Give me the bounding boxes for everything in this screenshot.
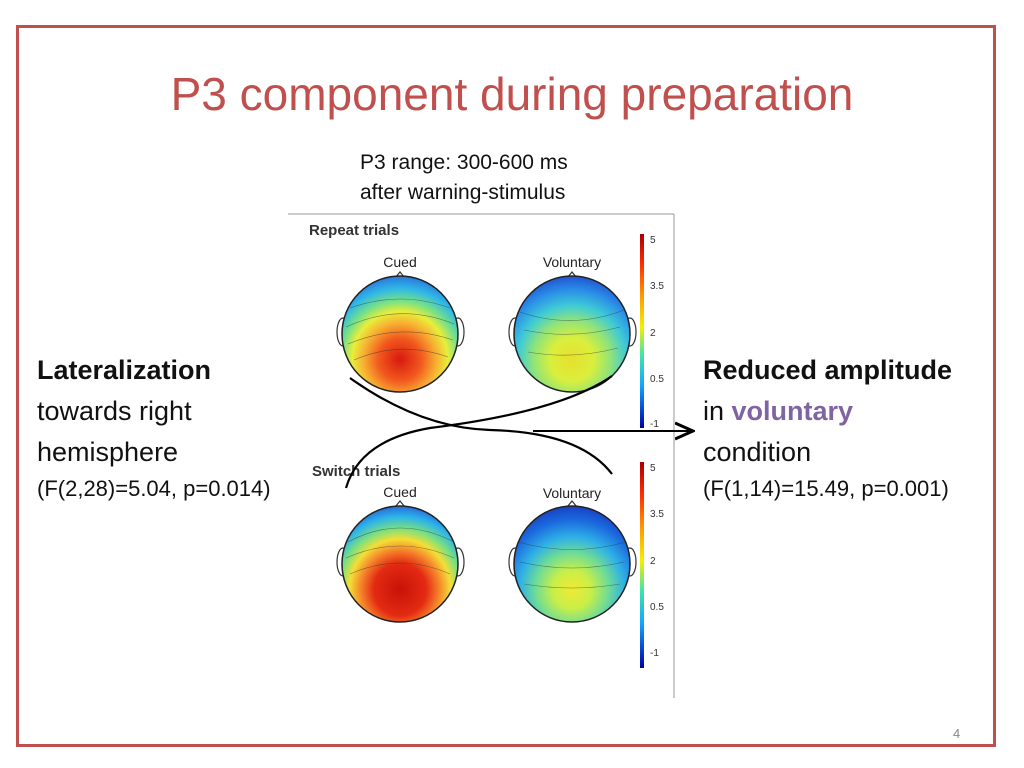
colorbar-switch-gradient <box>640 462 644 668</box>
colorbar-switch-tick-3.5: 3.5 <box>650 509 664 520</box>
reduced-amplitude-line3: condition <box>703 437 812 467</box>
lateralization-text: Lateralization towards right hemisphere … <box>37 350 271 505</box>
repeat-voluntary-label: Voluntary <box>543 254 601 270</box>
colorbar-switch-tick-5: 5 <box>650 463 656 474</box>
colorbar-repeat-tick-neg1: -1 <box>650 419 659 430</box>
switch-cued-label: Cued <box>383 484 416 500</box>
colorbar-switch: 5 3.5 2 0.5 -1 <box>640 462 664 668</box>
lateralization-line2: towards right <box>37 396 192 426</box>
reduced-amplitude-prefix: in <box>703 396 732 426</box>
head-map-switch-voluntary <box>508 500 637 623</box>
head-map-repeat-cued <box>336 271 465 393</box>
range-note-line2: after warning-stimulus <box>360 181 566 204</box>
range-note-line1: P3 range: 300-600 ms <box>360 151 568 174</box>
eeg-topography-figure: Repeat trials Cued Voluntary Switch tria… <box>288 213 675 698</box>
repeat-cued-label: Cued <box>383 254 416 270</box>
colorbar-repeat-tick-2: 2 <box>650 328 656 339</box>
colorbar-switch-tick-2: 2 <box>650 556 656 567</box>
colorbar-repeat-tick-5: 5 <box>650 235 656 246</box>
p3-range-note: P3 range: 300-600 ms after warning-stimu… <box>360 148 568 208</box>
page-number: 4 <box>953 726 961 741</box>
lateralization-heading: Lateralization <box>37 355 212 385</box>
head-map-repeat-voluntary <box>508 271 637 393</box>
repeat-trials-label: Repeat trials <box>309 222 399 239</box>
slide-frame <box>16 25 996 747</box>
lateralization-line3: hemisphere <box>37 437 179 467</box>
reduced-amplitude-heading: Reduced amplitude <box>703 355 953 385</box>
colorbar-switch-tick-0.5: 0.5 <box>650 602 664 613</box>
reduced-amplitude-text: Reduced amplitude in voluntary condition… <box>703 350 952 505</box>
lateralization-stat: (F(2,28)=5.04, p=0.014) <box>37 476 271 501</box>
reduced-amplitude-stat: (F(1,14)=15.49, p=0.001) <box>703 476 949 501</box>
colorbar-repeat: 5 3.5 2 0.5 -1 <box>640 234 664 430</box>
head-map-switch-cued <box>336 500 465 623</box>
colorbar-repeat-gradient <box>640 234 644 428</box>
switch-voluntary-label: Voluntary <box>543 485 601 501</box>
switch-trials-label: Switch trials <box>312 463 400 480</box>
slide-title: P3 component during preparation <box>170 68 854 120</box>
colorbar-switch-tick-neg1: -1 <box>650 648 659 659</box>
colorbar-repeat-tick-0.5: 0.5 <box>650 374 664 385</box>
voluntary-keyword: voluntary <box>731 396 854 426</box>
colorbar-repeat-tick-3.5: 3.5 <box>650 281 664 292</box>
